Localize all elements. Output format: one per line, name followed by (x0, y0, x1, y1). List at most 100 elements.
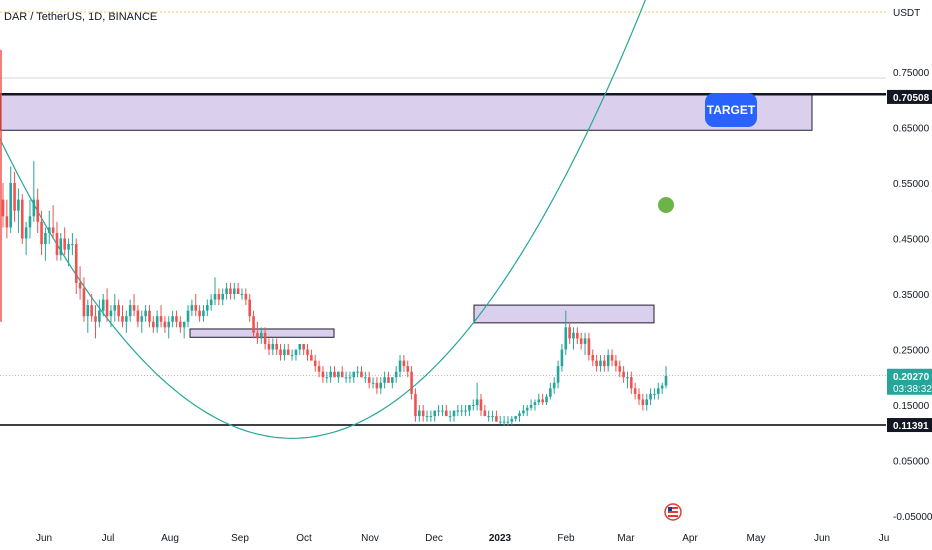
candle (159, 305, 163, 328)
candle (217, 288, 221, 306)
candle (117, 299, 120, 322)
candle (387, 371, 390, 383)
candle (471, 399, 475, 411)
candle (86, 299, 90, 333)
candle (475, 382, 479, 411)
candle (32, 160, 36, 222)
target-label: TARGET (707, 103, 756, 117)
candle (67, 238, 70, 267)
candle (410, 366, 413, 400)
candle (367, 371, 371, 389)
candle (352, 371, 356, 383)
x-tick-label: Aug (161, 533, 179, 544)
candle (495, 410, 498, 422)
candle (421, 405, 425, 422)
candle (256, 321, 259, 344)
candle (448, 410, 452, 422)
candle (418, 405, 421, 422)
candle (202, 305, 205, 322)
candle (587, 332, 591, 361)
candle (549, 382, 552, 400)
candle (24, 221, 28, 256)
target-badge-bg (705, 93, 757, 127)
candle (263, 327, 267, 350)
x-tick-label: Nov (361, 533, 379, 544)
candle (595, 355, 598, 372)
candle (267, 338, 271, 356)
candle (510, 416, 514, 425)
candle (356, 366, 359, 378)
candle (175, 310, 178, 328)
candle (630, 371, 633, 394)
candle (583, 332, 587, 356)
candle (541, 393, 544, 405)
candle (302, 343, 305, 356)
candle (155, 310, 159, 333)
candle (313, 355, 317, 372)
candle (51, 205, 55, 239)
candle (78, 266, 82, 300)
candle (406, 360, 410, 378)
candle (310, 349, 313, 361)
candle (221, 288, 225, 306)
price-tag-bg (887, 368, 932, 395)
candle (552, 377, 556, 394)
target-circle-icon (658, 197, 674, 213)
candle (606, 349, 610, 372)
candle (371, 377, 375, 389)
candle (44, 227, 47, 261)
candle (660, 382, 664, 394)
candle (518, 410, 521, 422)
y-tick-label: 0.55000 (893, 179, 930, 190)
candle (71, 232, 74, 256)
price-tag-label: 0.70508 (893, 93, 930, 104)
candle (429, 410, 433, 422)
candle (614, 355, 618, 372)
candle (279, 343, 282, 361)
candle (626, 371, 629, 389)
candle (653, 388, 656, 400)
x-tick-label: Mar (617, 533, 635, 544)
x-tick-label: Feb (557, 533, 575, 544)
candle (144, 305, 147, 322)
candles-layer (0, 49, 668, 426)
candle (17, 188, 20, 233)
candle (506, 416, 510, 426)
candle (205, 299, 209, 317)
x-tick-label: Jun (36, 533, 52, 544)
candle (55, 221, 59, 261)
candle (98, 299, 101, 328)
candle (186, 305, 190, 328)
candle (537, 393, 541, 405)
zone-box-3[interactable] (473, 304, 655, 324)
price-tag-label: 0.20270 (893, 372, 930, 383)
x-axis[interactable]: Jun Jul Aug Sep Oct Nov Dec 2023 Feb Mar Apr May Jun… (36, 533, 889, 544)
y-tick-label: 0.35000 (893, 290, 930, 301)
candle (82, 277, 86, 322)
candle (125, 310, 128, 333)
candle (259, 327, 263, 344)
candle (572, 327, 575, 350)
zone-box-1[interactable] (0, 93, 813, 131)
candle (152, 316, 155, 333)
price-tag-bg (887, 89, 932, 104)
candle (433, 410, 437, 422)
candle (414, 388, 417, 422)
candle (441, 405, 444, 417)
candle (252, 310, 255, 339)
rounded-bottom-curve (0, 0, 647, 439)
candle (20, 194, 24, 245)
candle (579, 332, 583, 350)
currency-label: USDT (893, 8, 920, 19)
candle (444, 405, 448, 417)
candle (425, 410, 429, 422)
candle (136, 305, 140, 328)
candle (529, 399, 533, 411)
y-axis[interactable]: 0.75000 0.65000 0.55000 0.45000 0.35000 0.250… (893, 68, 932, 523)
chart-title: DAR / TetherUS, 1D, BINANCE (4, 11, 157, 23)
candle (340, 366, 344, 378)
x-tick-label: Jul (102, 533, 115, 544)
candle (560, 343, 564, 372)
candle (364, 371, 367, 383)
